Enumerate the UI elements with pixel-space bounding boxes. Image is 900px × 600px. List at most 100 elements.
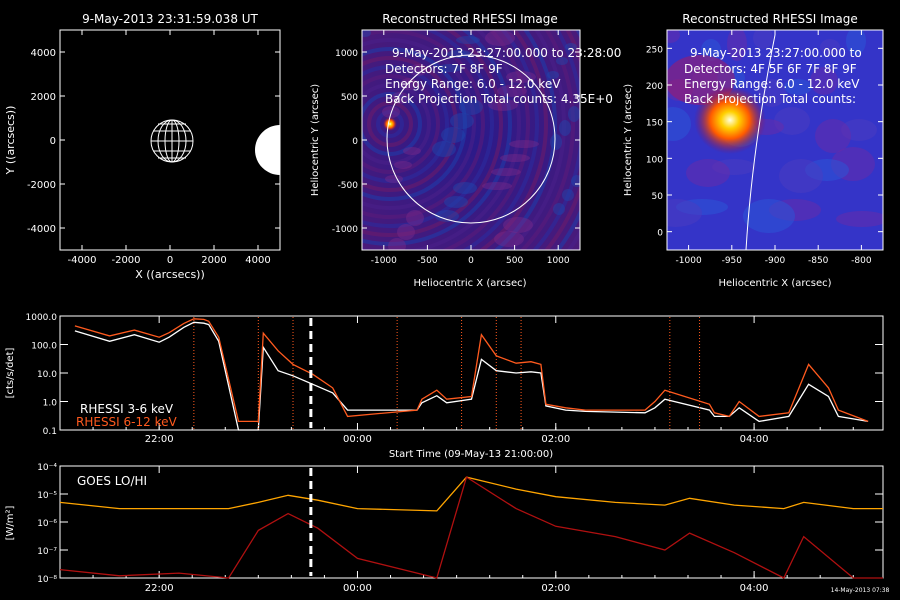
goes-label: GOES LO/HI xyxy=(77,474,147,488)
x-tick-label: -1000 xyxy=(371,256,397,266)
x-tick-label: 00:00 xyxy=(343,583,372,594)
earth-disk xyxy=(255,125,280,175)
rhessi-lc-plot: 1000.0 100.0 10.0 1.0 0.1 22:00 00:00 02:00 04:0… xyxy=(26,313,883,445)
noise-blob xyxy=(391,92,409,104)
image-zoom-axes: -1000 -950 -900 -850 -800 250 200 150 100 50 0 xyxy=(646,30,883,266)
y-tick-label: 500 xyxy=(341,93,358,103)
ripple-ring xyxy=(362,56,458,192)
y-tick-label: 1000 xyxy=(335,49,358,59)
noise-blob xyxy=(494,231,524,247)
ripple-ring xyxy=(493,30,557,250)
noise-blob xyxy=(482,182,512,190)
image-zoom-info: 9-May-2013 23:27:00.000 to Detectors: 4F… xyxy=(684,46,862,106)
ripple-ring xyxy=(362,30,503,237)
noise-blob xyxy=(550,134,562,150)
image-zoom-info-time: 9-May-2013 23:27:00.000 to xyxy=(690,46,862,60)
x-tick-label: 22:00 xyxy=(145,583,174,594)
noise-blob xyxy=(815,119,851,153)
orbit-frame xyxy=(59,29,281,251)
noise-blob xyxy=(397,224,415,240)
x-tick-label: 02:00 xyxy=(541,434,570,445)
ripple-ring xyxy=(362,74,440,174)
noise-blob xyxy=(438,64,462,72)
x-tick-label: 0 xyxy=(167,255,173,266)
x-tick-label: 22:00 xyxy=(145,434,174,445)
noise-blob xyxy=(453,182,477,194)
goes-lc-ylabel: [W/m²] xyxy=(5,505,16,540)
noise-blob xyxy=(553,203,565,215)
solar-limb-circle xyxy=(386,54,556,224)
noise-blob xyxy=(441,127,465,143)
legend-6-12kev: RHESSI 6-12 keV xyxy=(76,415,177,429)
goes-lc-plot: 10⁻⁴ 10⁻⁵ 10⁻⁶ 10⁻⁷ 10⁻⁸ 22:00 00:00 02:00 04:00 xyxy=(37,463,883,594)
ripple-ring xyxy=(367,101,413,147)
noise-blob xyxy=(447,50,471,58)
orbit-ylabel: Y ((arcsecs)) xyxy=(4,106,17,176)
rhessi-image-full-panel: Reconstructed RHESSI Image 9-May-2013 23… xyxy=(310,12,621,289)
y-tick-label: 10⁻⁵ xyxy=(37,491,57,501)
plot-timestamp: 14-May-2013 07:38 xyxy=(831,587,890,594)
x-tick-label: 500 xyxy=(506,256,523,266)
y-tick-label: 10⁻⁴ xyxy=(37,463,57,473)
noise-blob xyxy=(388,238,406,250)
y-tick-label: 100.0 xyxy=(31,342,57,352)
y-tick-label: 4000 xyxy=(31,48,56,59)
noise-blob xyxy=(506,71,536,83)
rhessi-lc-xlabel: Start Time (09-May-13 21:00:00) xyxy=(389,449,553,460)
rhessi-image-zoom-panel: Reconstructed RHESSI Image 9-May-2013 23… xyxy=(623,12,884,289)
noise-blob xyxy=(846,30,866,55)
noise-blob xyxy=(559,120,571,136)
rhessi-lc-ylabel: [cts/s/det] xyxy=(5,348,16,399)
ripple-ring xyxy=(441,30,530,250)
noise-blob xyxy=(743,199,795,233)
y-tick-label: 10⁻⁶ xyxy=(37,519,57,529)
noise-blob xyxy=(810,67,838,95)
image-zoom-info-energy: Energy Range: 6.0 - 12.0 keV xyxy=(684,77,860,91)
legend-3-6kev: RHESSI 3-6 keV xyxy=(80,402,174,416)
noise-blob xyxy=(444,196,468,208)
y-tick-label: 1.0 xyxy=(43,399,58,409)
y-tick-label: 150 xyxy=(646,119,663,129)
ripple-ring xyxy=(362,30,512,246)
noise-blob xyxy=(497,85,527,97)
noise-blob xyxy=(556,57,568,65)
ripple-ring xyxy=(362,47,467,201)
sun-grid-globe xyxy=(150,119,194,163)
noise-blob xyxy=(403,147,421,155)
noise-blob xyxy=(385,175,403,183)
series-line xyxy=(59,476,883,512)
x-tick-label: 02:00 xyxy=(541,583,570,594)
y-tick-label: 50 xyxy=(652,192,664,202)
noise-blob xyxy=(667,199,702,227)
noise-blob xyxy=(503,217,533,233)
noise-blob xyxy=(488,99,518,111)
x-tick-label: -800 xyxy=(851,256,872,266)
image-zoom-info-method: Back Projection Total counts: xyxy=(684,92,856,106)
image-zoom-info-detectors: Detectors: 4F 5F 6F 7F 8F 9F xyxy=(684,62,857,76)
x-tick-label: -500 xyxy=(417,256,438,266)
image-full-info-detectors: Detectors: 7F 8F 9F xyxy=(385,62,503,76)
solar-limb-arc xyxy=(745,34,776,250)
x-tick-label: 04:00 xyxy=(740,583,769,594)
image-full-xlabel: Heliocentric X (arcsec) xyxy=(413,278,526,289)
noise-blob xyxy=(571,175,580,187)
y-tick-label: 100 xyxy=(646,155,663,165)
noise-blob xyxy=(667,30,680,43)
image-full-info-method: Back Projection Total counts: 4.35E+0 xyxy=(385,92,613,106)
image-full-info-time: 9-May-2013 23:27:00.000 to 23:28:00 xyxy=(392,46,621,60)
x-tick-label: 04:00 xyxy=(740,434,769,445)
noise-blob xyxy=(362,30,371,37)
noise-blob xyxy=(406,210,424,226)
ripple-ring xyxy=(507,30,566,250)
image-full-info-energy: Energy Range: 6.0 - 12.0 keV xyxy=(385,77,561,91)
goes-lc-frame xyxy=(59,465,884,579)
x-tick-label: 0 xyxy=(468,256,474,266)
noise-blob xyxy=(784,79,812,95)
ripple-ring xyxy=(519,30,575,250)
noise-blob xyxy=(820,39,840,55)
noise-blob xyxy=(547,71,559,79)
orbit-xlabel: X ((arcsecs)) xyxy=(135,268,205,281)
noise-blob xyxy=(568,106,580,122)
x-tick-label: -900 xyxy=(765,256,786,266)
